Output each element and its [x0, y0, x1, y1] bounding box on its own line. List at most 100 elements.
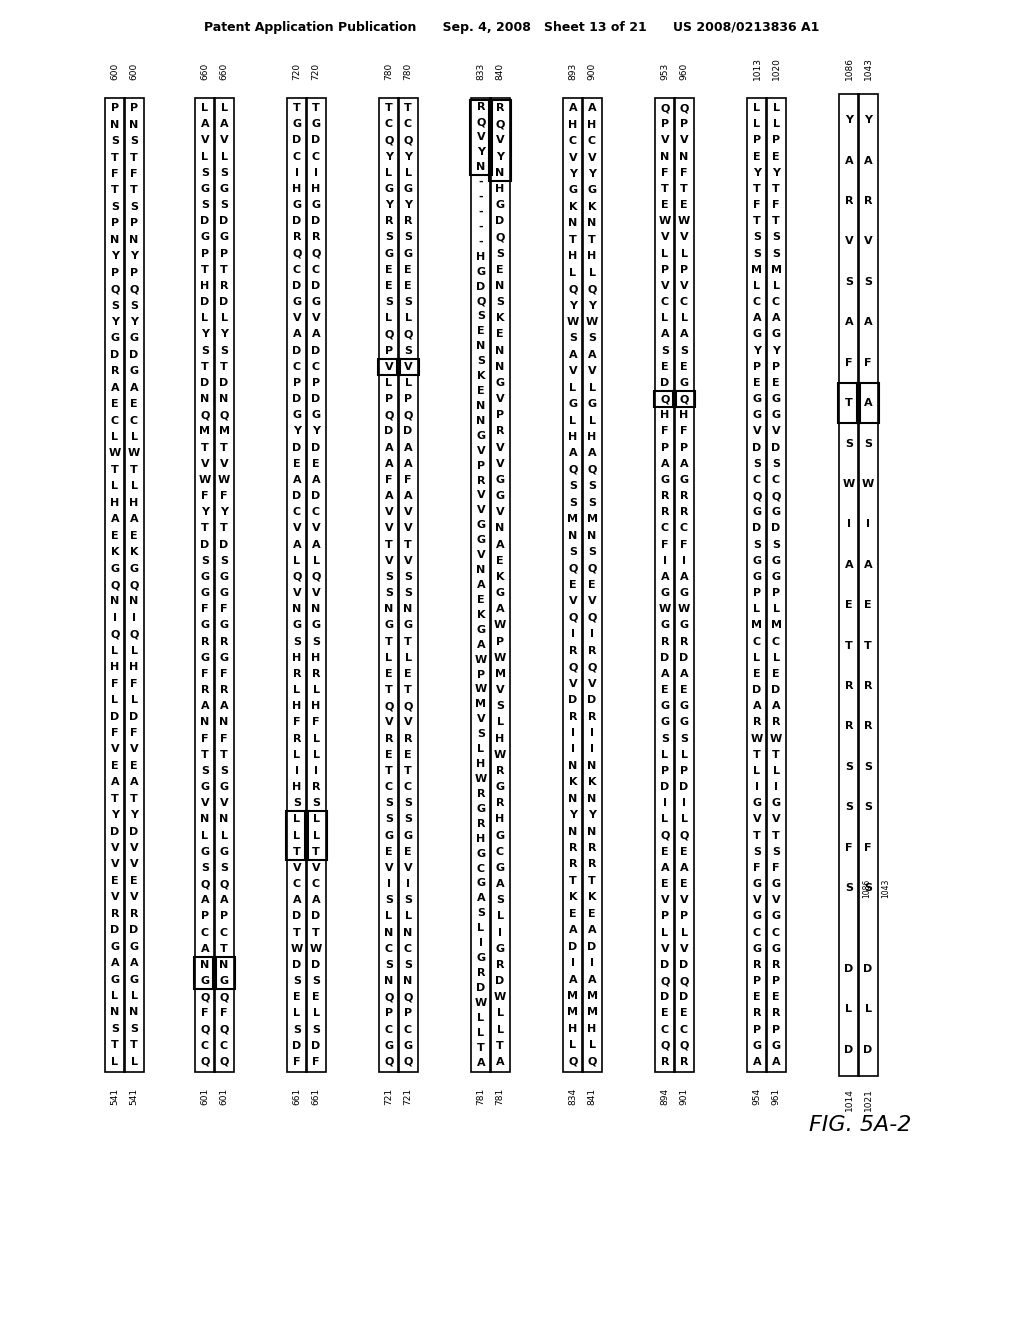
- Text: Q: Q: [201, 879, 210, 890]
- Text: Y: Y: [111, 251, 119, 261]
- Text: Q: Q: [660, 830, 670, 841]
- Text: T: T: [112, 465, 119, 475]
- Text: P: P: [130, 103, 138, 114]
- Text: Y: Y: [130, 317, 138, 327]
- Text: P: P: [680, 911, 688, 921]
- Text: L: L: [404, 378, 412, 388]
- Text: R: R: [130, 908, 138, 919]
- Text: S: S: [404, 960, 412, 970]
- Text: S: S: [845, 438, 853, 449]
- Text: R: R: [311, 781, 321, 792]
- Text: N: N: [219, 395, 228, 404]
- Text: P: P: [680, 766, 688, 776]
- Text: L: L: [112, 482, 119, 491]
- Text: Y: Y: [201, 507, 209, 517]
- Text: 781: 781: [476, 1088, 485, 1105]
- Text: W: W: [494, 750, 506, 760]
- Text: S: S: [845, 803, 853, 812]
- Text: V: V: [660, 895, 670, 906]
- Text: P: P: [220, 248, 228, 259]
- Text: Y: Y: [385, 201, 393, 210]
- Text: S: S: [662, 346, 669, 355]
- Text: C: C: [569, 136, 578, 147]
- Text: M: M: [587, 515, 597, 524]
- Text: F: F: [202, 1008, 209, 1019]
- Text: 840: 840: [496, 63, 505, 81]
- Text: F: F: [680, 540, 688, 549]
- Text: R: R: [772, 960, 780, 970]
- Text: S: S: [864, 438, 872, 449]
- Text: G: G: [111, 941, 120, 952]
- Bar: [286, 812, 308, 859]
- Text: W: W: [751, 734, 763, 743]
- Text: D: D: [845, 1045, 854, 1055]
- Text: P: P: [772, 975, 780, 986]
- Text: E: E: [588, 579, 596, 590]
- Text: G: G: [403, 183, 413, 194]
- Text: W: W: [291, 944, 303, 954]
- Text: E: E: [404, 750, 412, 760]
- Text: P: P: [772, 589, 780, 598]
- Text: L: L: [312, 814, 319, 825]
- Text: G: G: [771, 944, 780, 954]
- Text: P: P: [660, 119, 669, 129]
- Text: G: G: [476, 849, 485, 858]
- Text: D: D: [679, 781, 688, 792]
- Text: V: V: [660, 136, 670, 145]
- Text: M: M: [475, 700, 486, 709]
- Text: F: F: [404, 475, 412, 484]
- Text: S: S: [201, 346, 209, 355]
- Text: C: C: [312, 265, 321, 275]
- Text: H: H: [660, 411, 670, 420]
- Text: M: M: [200, 426, 211, 437]
- Text: L: L: [754, 766, 761, 776]
- Text: V: V: [660, 281, 670, 290]
- Text: R: R: [845, 681, 853, 692]
- Text: E: E: [845, 601, 853, 610]
- Text: S: S: [569, 546, 577, 557]
- Text: G: G: [129, 366, 138, 376]
- Text: D: D: [129, 826, 138, 837]
- Text: V: V: [496, 136, 504, 145]
- Text: A: A: [477, 640, 485, 649]
- Text: L: L: [772, 119, 779, 129]
- Text: A: A: [588, 974, 596, 985]
- Text: I: I: [755, 781, 759, 792]
- Text: G: G: [293, 620, 301, 631]
- Text: N: N: [588, 826, 597, 837]
- Text: S: S: [864, 803, 872, 812]
- Text: D: D: [403, 426, 413, 437]
- Text: S: S: [477, 908, 485, 919]
- Text: G: G: [496, 475, 505, 484]
- Text: D: D: [201, 378, 210, 388]
- Text: R: R: [845, 197, 853, 206]
- Bar: [674, 98, 694, 1072]
- Text: V: V: [568, 678, 578, 689]
- Text: R: R: [772, 1008, 780, 1019]
- Text: 660: 660: [219, 63, 228, 81]
- Text: E: E: [112, 399, 119, 409]
- Text: E: E: [130, 531, 138, 541]
- Text: L: L: [112, 645, 119, 656]
- Text: T: T: [293, 103, 301, 114]
- Text: K: K: [568, 202, 578, 213]
- Text: P: P: [660, 911, 669, 921]
- Bar: [858, 94, 878, 1076]
- Text: A: A: [220, 895, 228, 906]
- Text: E: E: [662, 879, 669, 890]
- Text: H: H: [129, 498, 138, 508]
- Text: N: N: [568, 793, 578, 804]
- Text: L: L: [294, 830, 300, 841]
- Text: N: N: [403, 605, 413, 614]
- Text: A: A: [568, 925, 578, 936]
- Text: 1086: 1086: [862, 879, 871, 898]
- Text: N: N: [476, 162, 485, 172]
- Text: N: N: [568, 218, 578, 228]
- Text: R: R: [496, 799, 504, 808]
- Text: V: V: [753, 814, 761, 825]
- Text: W: W: [310, 944, 323, 954]
- Text: N: N: [660, 152, 670, 161]
- Text: T: T: [588, 876, 596, 886]
- Text: C: C: [680, 1024, 688, 1035]
- Text: A: A: [385, 442, 393, 453]
